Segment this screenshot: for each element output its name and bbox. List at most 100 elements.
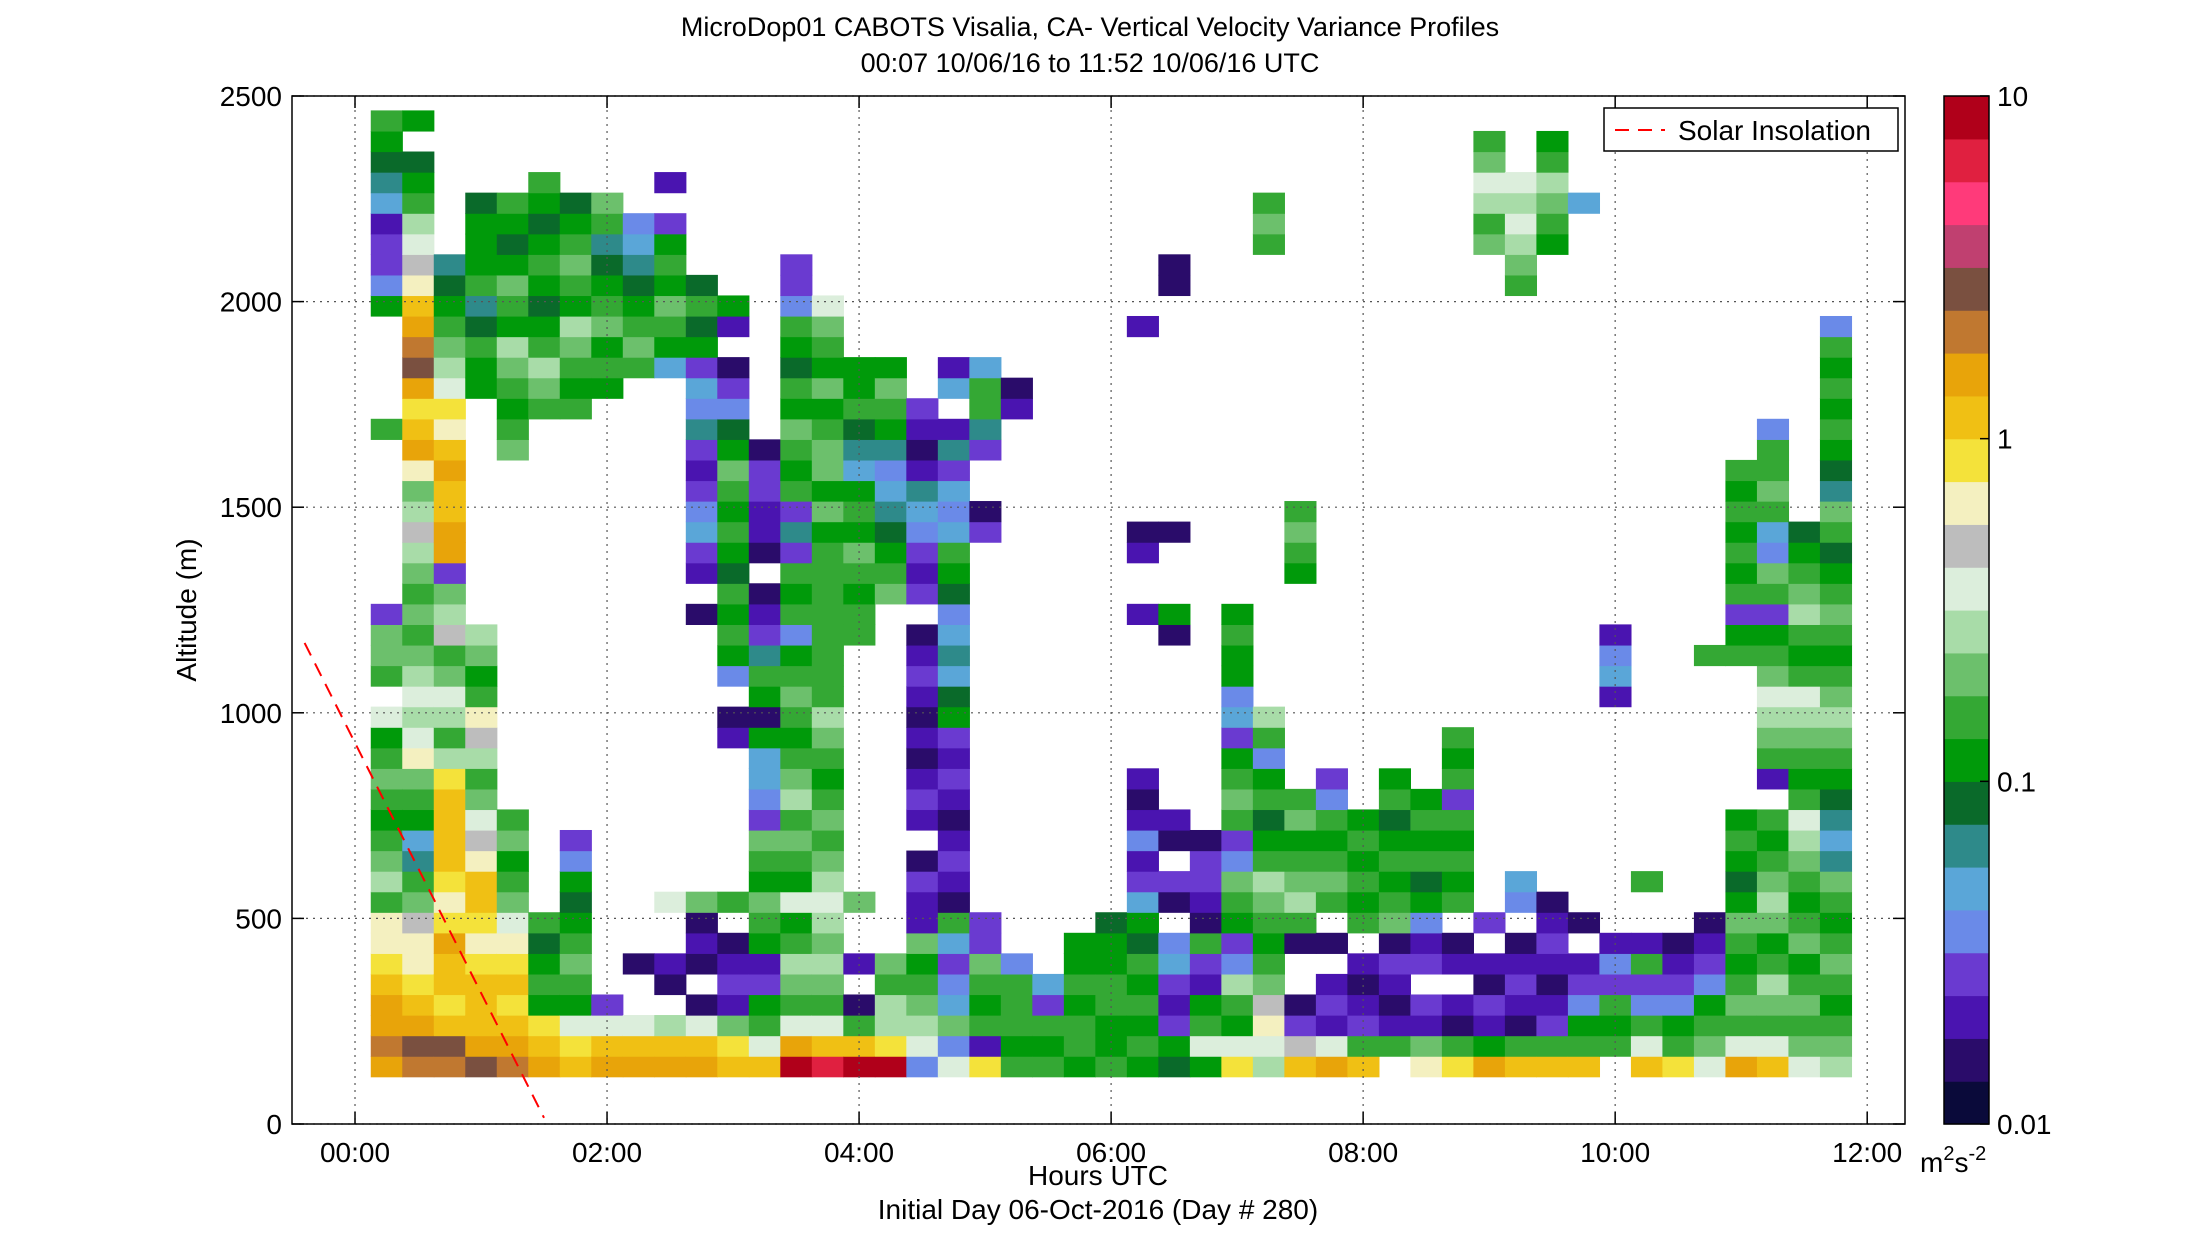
heatmap-cell bbox=[1567, 953, 1601, 975]
heatmap-cell bbox=[496, 439, 529, 461]
heatmap-cell bbox=[937, 1056, 970, 1078]
heatmap-cell bbox=[433, 891, 466, 913]
heatmap-cell bbox=[1410, 850, 1443, 872]
heatmap-cell bbox=[1630, 871, 1664, 893]
heatmap-cell bbox=[1189, 1015, 1222, 1037]
heatmap-cell bbox=[1819, 357, 1853, 379]
heatmap-cell bbox=[622, 1015, 655, 1037]
heatmap-cell bbox=[843, 1015, 876, 1037]
heatmap-cell bbox=[811, 809, 844, 831]
heatmap-cell bbox=[811, 501, 844, 523]
heatmap-cell bbox=[1221, 1015, 1254, 1037]
heatmap-cell bbox=[1221, 644, 1254, 667]
heatmap-cell bbox=[780, 1015, 813, 1037]
heatmap-cell bbox=[1158, 809, 1191, 831]
heatmap-cell bbox=[1473, 213, 1506, 235]
heatmap-cell bbox=[465, 706, 498, 728]
heatmap-cell bbox=[685, 336, 718, 358]
heatmap-cell bbox=[748, 501, 781, 523]
heatmap-cell bbox=[465, 315, 498, 338]
heatmap-cell bbox=[1599, 644, 1632, 667]
heatmap-cell bbox=[1000, 1035, 1033, 1057]
heatmap-cell bbox=[402, 501, 435, 523]
heatmap-cell bbox=[1378, 891, 1411, 913]
heatmap-cell bbox=[1756, 418, 1790, 440]
heatmap-cell bbox=[969, 912, 1002, 934]
heatmap-cell bbox=[1504, 274, 1538, 297]
heatmap-cell bbox=[874, 1015, 907, 1037]
heatmap-cell bbox=[433, 1056, 466, 1078]
heatmap-cell bbox=[906, 624, 939, 646]
heatmap-cell bbox=[906, 521, 939, 543]
heatmap-cell bbox=[1756, 953, 1790, 975]
heatmap-cell bbox=[685, 1056, 718, 1078]
heatmap-cell bbox=[1819, 850, 1853, 872]
heatmap-cell bbox=[1473, 130, 1506, 153]
heatmap-cell bbox=[433, 686, 466, 708]
heatmap-cell bbox=[1819, 1035, 1853, 1057]
heatmap-cell bbox=[748, 459, 781, 482]
heatmap-cell bbox=[370, 768, 403, 790]
heatmap-cell bbox=[1788, 871, 1821, 893]
heatmap-cell bbox=[1788, 644, 1821, 667]
heatmap-cell bbox=[496, 829, 529, 852]
heatmap-cell bbox=[937, 932, 970, 954]
heatmap-cell bbox=[937, 994, 970, 1016]
heatmap-cell bbox=[811, 788, 844, 811]
heatmap-cell bbox=[433, 850, 466, 872]
heatmap-cell bbox=[1473, 233, 1506, 255]
heatmap-cell bbox=[654, 233, 687, 255]
heatmap-cell bbox=[528, 336, 561, 358]
heatmap-cell bbox=[1819, 377, 1853, 399]
heatmap-cell bbox=[969, 1056, 1002, 1078]
heatmap-cell bbox=[748, 747, 781, 769]
heatmap-cell bbox=[717, 644, 750, 667]
heatmap-cell bbox=[969, 521, 1002, 543]
heatmap-cell bbox=[1504, 233, 1538, 255]
heatmap-cell bbox=[559, 213, 592, 235]
heatmap-cell bbox=[1221, 891, 1254, 913]
heatmap-cell bbox=[717, 583, 750, 605]
heatmap-cell bbox=[1347, 994, 1380, 1016]
heatmap-cell bbox=[1441, 932, 1474, 954]
heatmap-cell bbox=[874, 583, 907, 605]
heatmap-cell bbox=[1630, 932, 1664, 954]
heatmap-cell bbox=[1252, 850, 1285, 872]
heatmap-cell bbox=[559, 274, 592, 297]
heatmap-cell bbox=[433, 973, 466, 996]
heatmap-cell bbox=[780, 583, 813, 605]
heatmap-cell bbox=[937, 583, 970, 605]
heatmap-cell bbox=[1819, 583, 1853, 605]
heatmap-cell bbox=[591, 357, 624, 379]
heatmap-cell bbox=[370, 151, 403, 173]
heatmap-cell bbox=[1441, 727, 1474, 749]
heatmap-cell bbox=[685, 542, 718, 564]
heatmap-cell bbox=[717, 891, 750, 913]
heatmap-cell bbox=[433, 501, 466, 523]
heatmap-cell bbox=[1567, 1015, 1601, 1037]
heatmap-cell bbox=[496, 953, 529, 975]
heatmap-cell bbox=[1315, 973, 1348, 996]
heatmap-cell bbox=[1756, 542, 1790, 564]
heatmap-cell bbox=[780, 973, 813, 996]
heatmap-cell bbox=[433, 994, 466, 1016]
heatmap-cell bbox=[1284, 932, 1317, 954]
heatmap-cell bbox=[433, 1035, 466, 1057]
heatmap-cell bbox=[465, 788, 498, 811]
heatmap-cell bbox=[496, 912, 529, 934]
heatmap-cell bbox=[1221, 829, 1254, 852]
colorbar-band bbox=[1944, 567, 1989, 611]
heatmap-cell bbox=[685, 459, 718, 482]
heatmap-cell bbox=[1441, 1015, 1474, 1037]
heatmap-cell bbox=[1756, 871, 1790, 893]
y-axis-label: Altitude (m) bbox=[171, 538, 202, 681]
heatmap-cell bbox=[1221, 624, 1254, 646]
heatmap-cell bbox=[496, 357, 529, 379]
heatmap-cell bbox=[1000, 398, 1033, 420]
heatmap-cell bbox=[1221, 1056, 1254, 1078]
heatmap-cell bbox=[528, 1015, 561, 1037]
heatmap-cell bbox=[1189, 829, 1222, 852]
heatmap-cell bbox=[1000, 1056, 1033, 1078]
heatmap-cell bbox=[402, 973, 435, 996]
heatmap-cell bbox=[1756, 1056, 1790, 1078]
